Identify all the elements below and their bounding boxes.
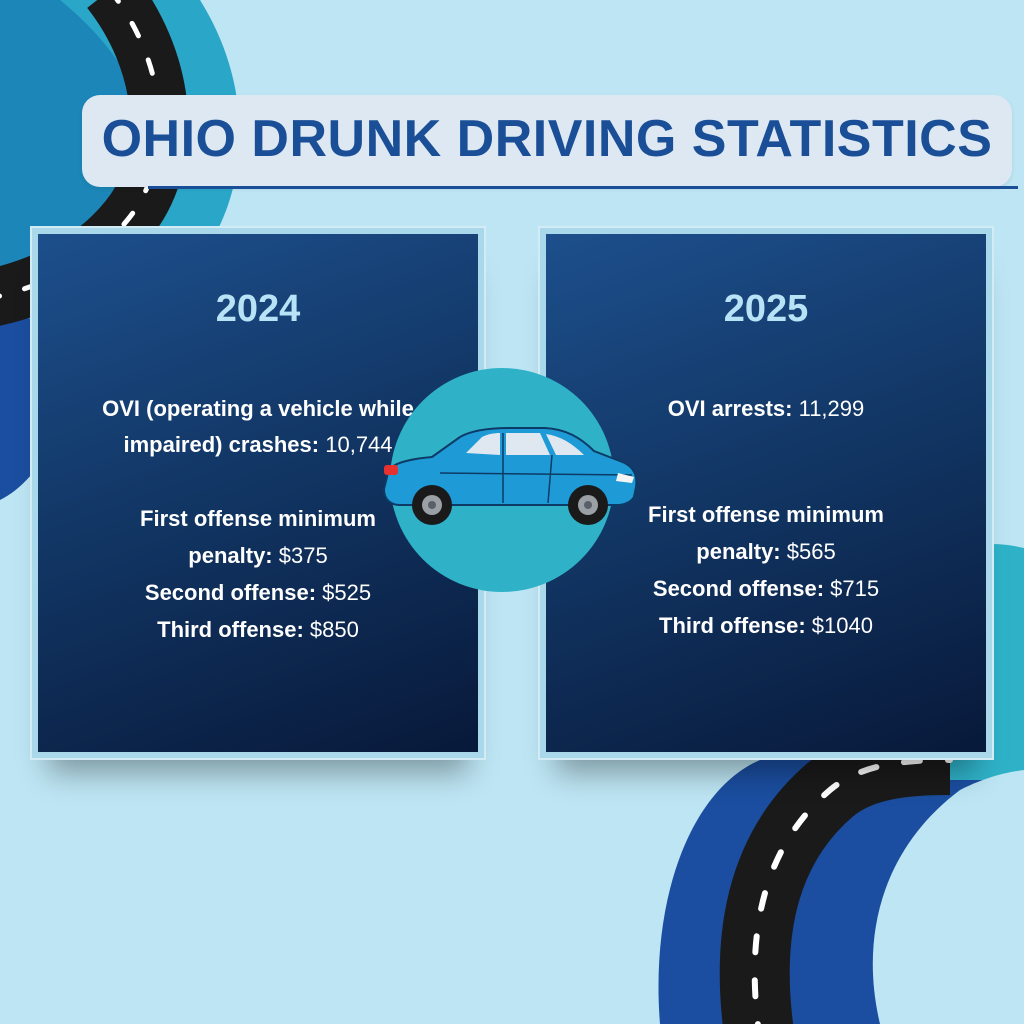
stat-line: Third offense: $850: [157, 617, 359, 642]
stat-line: OVI arrests: 11,299: [667, 396, 865, 421]
page-title: OHIO DRUNK DRIVING STATISTICS: [101, 110, 993, 168]
stat-line: OVI (operating a vehicle while: [102, 396, 414, 421]
title-underline: [148, 186, 1018, 189]
title-banner: OHIO DRUNK DRIVING STATISTICS: [82, 95, 1012, 187]
stat-line: First offense minimum: [140, 506, 376, 531]
stat-line: Third offense: $1040: [659, 613, 873, 638]
stat-line: First offense minimum: [648, 502, 884, 527]
stat-line: impaired) crashes: 10,744: [123, 432, 393, 457]
car-icon: [382, 427, 638, 525]
stat-line: penalty: $375: [188, 543, 328, 568]
stat-line: penalty: $565: [696, 539, 836, 564]
year-heading: 2024: [215, 288, 301, 330]
road-icon: [719, 725, 951, 1024]
year-heading: 2025: [723, 288, 809, 330]
bottom-right-light-shape: [872, 770, 1024, 1024]
stat-line: Second offense: $715: [652, 576, 880, 601]
stat-line: Second offense: $525: [144, 580, 372, 605]
